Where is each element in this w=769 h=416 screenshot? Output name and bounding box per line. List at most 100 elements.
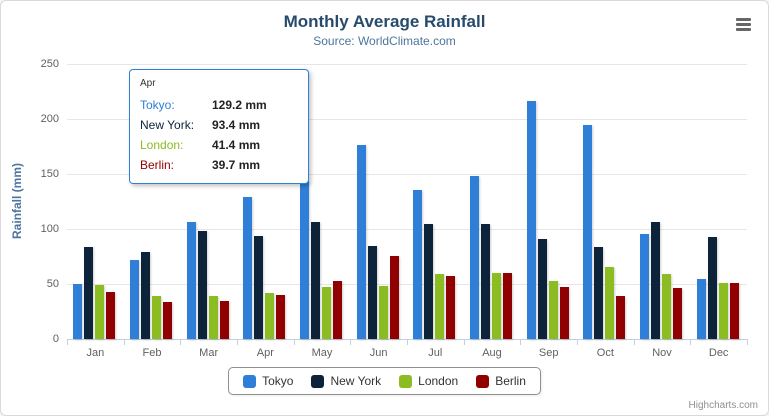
column-new-york-jun[interactable] <box>367 246 377 339</box>
column-new-york-dec[interactable] <box>707 237 717 339</box>
column-tokyo-sep[interactable] <box>526 100 536 339</box>
column-london-apr[interactable] <box>265 293 275 339</box>
gridline <box>67 119 747 120</box>
x-axis-category-label: Nov <box>652 347 672 359</box>
column-new-york-may[interactable] <box>310 222 320 339</box>
chart-title: Monthly Average Rainfall <box>283 12 486 31</box>
column-london-jan[interactable] <box>95 285 105 339</box>
x-axis-tick <box>463 339 465 345</box>
x-axis-tick <box>690 339 692 345</box>
tooltip-series-value: 41.4 mm <box>212 138 261 152</box>
x-axis-tick <box>67 339 68 345</box>
column-london-feb[interactable] <box>152 296 161 339</box>
x-axis-tick <box>407 339 408 345</box>
column-london-may[interactable] <box>322 287 331 339</box>
column-new-york-aug[interactable] <box>480 224 490 339</box>
tooltip-rows: Tokyo: 129.2 mm New York: 93.4 mm London: 41.… <box>140 95 298 175</box>
column-berlin-jun[interactable] <box>389 255 399 339</box>
column-london-nov[interactable] <box>662 273 671 339</box>
column-berlin-sep[interactable] <box>559 286 569 339</box>
x-axis-category-label: Apr <box>256 347 274 359</box>
column-berlin-feb[interactable] <box>163 302 173 339</box>
tooltip-series-label: New York: <box>140 118 195 132</box>
tooltip-header: Apr <box>140 78 156 89</box>
column-berlin-nov[interactable] <box>673 287 683 339</box>
column-berlin-jan[interactable] <box>106 292 116 339</box>
column-tokyo-oct[interactable] <box>583 125 593 339</box>
legend-symbol <box>476 374 490 388</box>
column-new-york-mar[interactable] <box>197 230 207 339</box>
column-new-york-nov[interactable] <box>650 221 660 339</box>
y-axis-tick-label: 250 <box>40 58 59 70</box>
x-axis-category-label: May <box>311 347 333 359</box>
column-new-york-jan[interactable] <box>84 247 94 339</box>
column-tokyo-mar[interactable] <box>186 221 196 339</box>
chart-subtitle: Source: WorldClimate.com <box>313 34 456 48</box>
column-tokyo-feb[interactable] <box>129 260 139 339</box>
column-berlin-apr[interactable] <box>276 295 286 339</box>
x-axis-category-label: Dec <box>708 347 729 359</box>
tooltip-row: Tokyo: 129.2 mm <box>140 95 298 115</box>
column-tokyo-nov[interactable] <box>639 233 649 339</box>
gridline <box>67 64 747 65</box>
legend-symbol <box>311 374 325 388</box>
tooltip-series-label: Berlin: <box>140 158 175 172</box>
column-new-york-oct[interactable] <box>594 247 604 339</box>
y-axis-tick-label: 0 <box>52 333 59 345</box>
tooltip-series-value: 129.2 mm <box>212 98 267 112</box>
tooltip-row: Berlin: 39.7 mm <box>140 155 298 175</box>
credits-link[interactable]: Highcharts.com <box>688 400 758 411</box>
column-berlin-jul[interactable] <box>446 275 456 339</box>
x-axis-tick <box>520 339 522 345</box>
column-tokyo-jul[interactable] <box>413 189 423 339</box>
x-axis-tick <box>633 339 635 345</box>
column-berlin-dec[interactable] <box>729 282 739 339</box>
column-new-york-jul[interactable] <box>424 223 434 339</box>
gridline <box>67 284 747 285</box>
column-new-york-sep[interactable] <box>537 238 547 339</box>
column-london-oct[interactable] <box>605 267 615 339</box>
legend-label: Berlin <box>495 374 526 388</box>
column-berlin-mar[interactable] <box>219 301 229 339</box>
tooltip-series-value: 93.4 mm <box>212 118 261 132</box>
legend: Tokyo New York London Berlin <box>1 367 768 395</box>
column-london-jul[interactable] <box>435 274 445 339</box>
legend-item-tokyo[interactable]: Tokyo <box>243 374 293 388</box>
column-london-mar[interactable] <box>208 295 218 339</box>
x-axis-category-label: Oct <box>596 347 614 359</box>
legend-item-london[interactable]: London <box>399 374 458 388</box>
legend-item-berlin[interactable]: Berlin <box>476 374 526 388</box>
column-tokyo-may[interactable] <box>299 180 309 339</box>
column-tokyo-aug[interactable] <box>469 175 479 339</box>
column-tokyo-jun[interactable] <box>356 145 366 339</box>
x-axis-tick <box>123 339 125 345</box>
y-axis-tick-label: 50 <box>46 278 59 290</box>
legend-label: London <box>418 374 459 388</box>
x-axis-category-label: Jun <box>369 347 388 359</box>
gridline <box>67 229 747 230</box>
column-tokyo-apr[interactable] <box>243 196 253 339</box>
x-axis-tick <box>293 339 295 345</box>
x-axis-category-label: Feb <box>142 347 162 359</box>
column-london-dec[interactable] <box>718 282 728 339</box>
column-new-york-feb[interactable] <box>140 252 150 339</box>
x-axis-tick <box>350 339 352 345</box>
column-london-sep[interactable] <box>548 281 558 339</box>
column-tokyo-dec[interactable] <box>696 279 706 339</box>
x-axis-tick <box>180 339 182 345</box>
x-axis-category-label: Mar <box>199 347 219 359</box>
hamburger-icon <box>733 18 753 31</box>
export-menu-button[interactable] <box>730 13 756 35</box>
column-berlin-oct[interactable] <box>616 295 626 339</box>
x-axis-category-label: Jan <box>86 347 105 359</box>
column-london-jun[interactable] <box>378 285 388 339</box>
tooltip: Apr Tokyo: 129.2 mm New York: 93.4 mm London… <box>129 69 309 184</box>
column-london-aug[interactable] <box>492 273 501 339</box>
y-axis-tick-label: 100 <box>40 223 59 235</box>
column-berlin-aug[interactable] <box>503 272 513 339</box>
column-berlin-may[interactable] <box>333 281 343 339</box>
column-new-york-apr[interactable] <box>254 236 264 339</box>
legend-item-new-york[interactable]: New York <box>311 374 381 388</box>
column-tokyo-jan[interactable] <box>73 284 83 339</box>
